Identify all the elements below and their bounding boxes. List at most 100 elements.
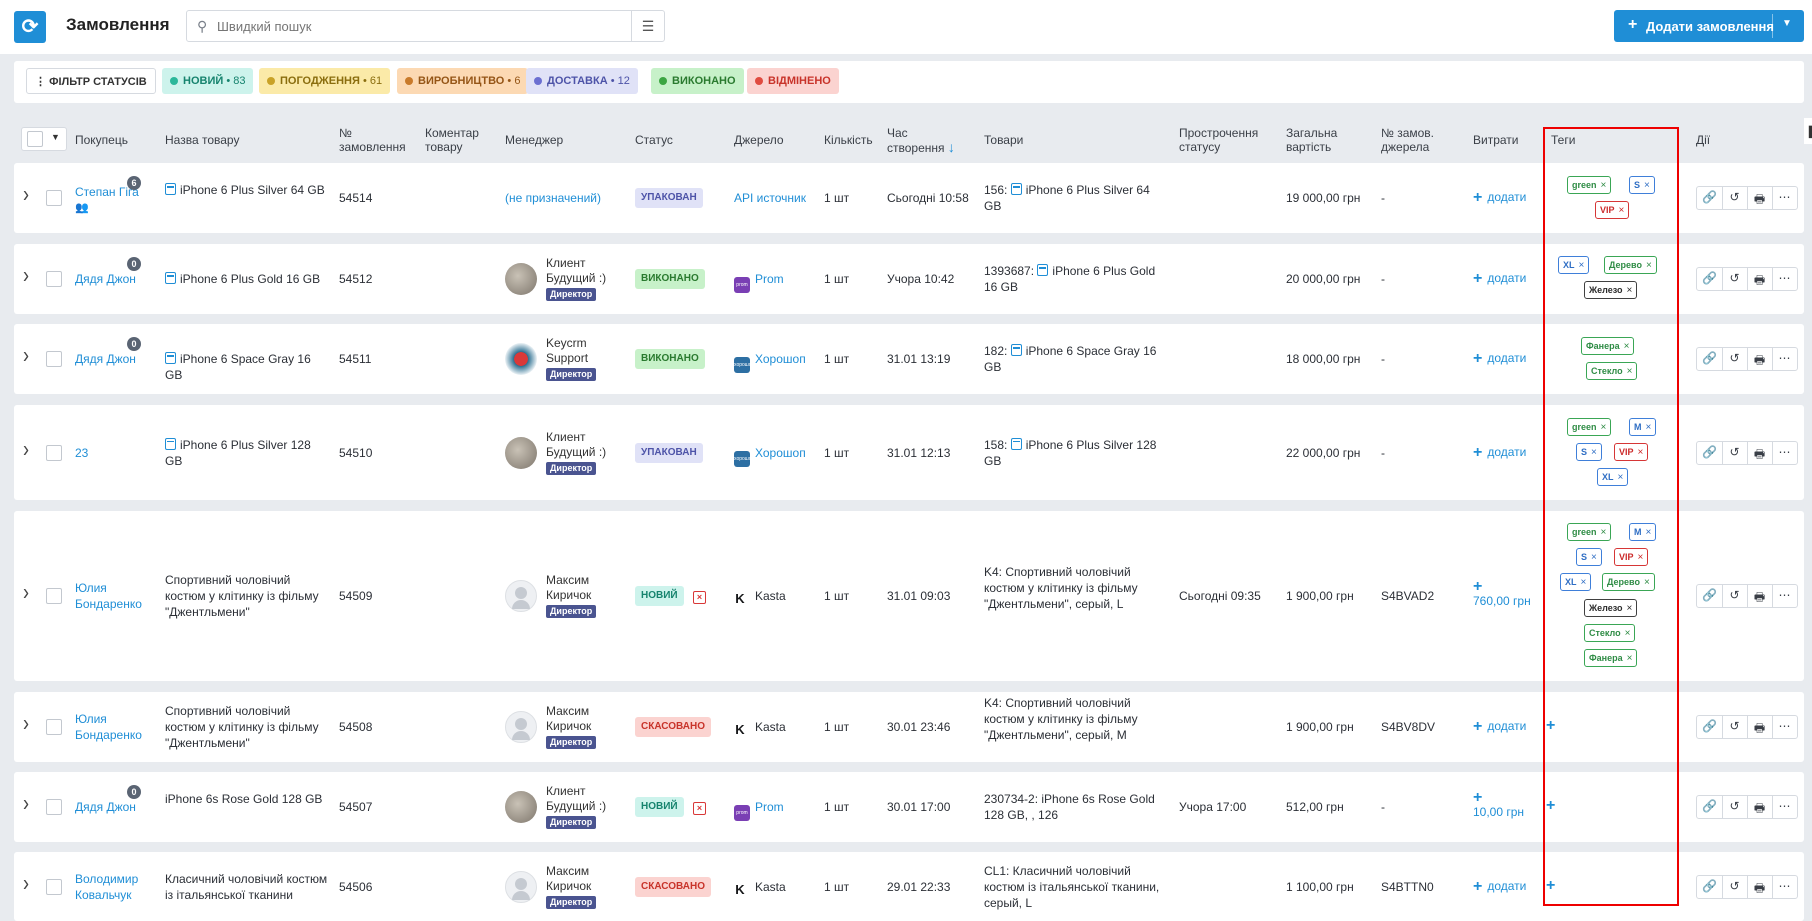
print-icon[interactable]: 🖶 <box>1753 590 1766 604</box>
close-icon[interactable]: × <box>1626 366 1633 377</box>
expenses-add[interactable]: +10,00 грн <box>1473 790 1524 820</box>
close-icon[interactable]: × <box>1643 577 1650 588</box>
history-icon[interactable]: ↺ <box>1729 351 1740 365</box>
source[interactable]: K Kasta <box>734 719 785 738</box>
status-badge[interactable]: УПАКОВАН <box>635 188 703 208</box>
print-icon[interactable]: 🖶 <box>1753 721 1766 735</box>
close-icon[interactable]: × <box>1600 180 1607 191</box>
close-icon[interactable]: × <box>1617 472 1624 483</box>
status-badge[interactable]: СКАСОВАНО <box>635 717 711 737</box>
tag[interactable]: Фанера × <box>1584 649 1638 667</box>
more-icon[interactable]: ⋯ <box>1778 588 1791 602</box>
status-chip-delivery[interactable]: ДОСТАВКА • 12 <box>526 68 638 94</box>
search-settings-icon[interactable]: ☰ <box>631 11 664 41</box>
tag[interactable]: VIP × <box>1595 201 1630 219</box>
col-total[interactable]: Загальна вартість <box>1286 126 1337 154</box>
history-icon[interactable]: ↺ <box>1729 271 1740 285</box>
col-source[interactable]: Джерело <box>734 133 784 147</box>
more-icon[interactable]: ⋯ <box>1778 351 1791 365</box>
select-all-checkbox[interactable] <box>27 131 43 147</box>
chevron-right-icon[interactable]: › <box>23 789 29 816</box>
link-icon[interactable]: 🔗 <box>1702 719 1717 733</box>
chevron-right-icon[interactable]: › <box>23 709 29 736</box>
link-icon[interactable]: 🔗 <box>1702 588 1717 602</box>
add-tag-plus-icon[interactable]: + <box>1546 876 1556 894</box>
col-source-number[interactable]: № замов. джерела <box>1381 126 1434 154</box>
status-chip-cancelled[interactable]: ВІДМІНЕНО <box>747 68 839 94</box>
expenses-add[interactable]: + додати <box>1473 350 1526 368</box>
close-icon[interactable]: × <box>1580 577 1587 588</box>
tag[interactable]: Стекло × <box>1586 362 1638 380</box>
row-checkbox[interactable] <box>46 799 62 815</box>
close-icon[interactable]: × <box>1623 341 1630 352</box>
close-icon[interactable]: × <box>1626 603 1633 614</box>
print-icon[interactable]: 🖶 <box>1753 192 1766 206</box>
close-icon[interactable]: × <box>1645 527 1652 538</box>
print-icon[interactable]: 🖶 <box>1753 880 1766 895</box>
print-icon[interactable]: 🖶 <box>1753 801 1766 815</box>
tag[interactable]: S × <box>1629 176 1655 194</box>
status-chip-done[interactable]: ВИКОНАНО <box>651 68 744 94</box>
add-tag-plus-icon[interactable]: + <box>1546 797 1556 814</box>
expenses-add[interactable]: + додати <box>1473 189 1526 207</box>
source[interactable]: prom Prom <box>734 799 784 821</box>
table-row[interactable]: › Степан Гіга 6 👥 iPhone 6 Plus Silver 64 GB… <box>14 163 1804 233</box>
col-buyer[interactable]: Покупець <box>75 133 128 147</box>
add-order-button[interactable]: + Додати замовлення ▼ <box>1614 10 1804 42</box>
buyer-link[interactable]: Степан Гіга <box>75 185 139 199</box>
close-icon[interactable]: × <box>1626 285 1633 296</box>
table-row[interactable]: › 23 iPhone 6 Plus Silver 128 GB 54510 Клиен… <box>14 405 1804 500</box>
link-icon[interactable]: 🔗 <box>1702 878 1717 893</box>
row-checkbox[interactable] <box>46 271 62 287</box>
tag[interactable]: Стекло × <box>1584 624 1636 642</box>
more-icon[interactable]: ⋯ <box>1778 719 1791 733</box>
table-row[interactable]: › Юлия Бондаренко Спортивний чоловічий кос… <box>14 511 1804 681</box>
source[interactable]: хорошопХорошоп <box>734 351 806 373</box>
table-row[interactable]: › Дядя Джон 0 iPhone 6 Space Gray 16 GB 5451… <box>14 324 1804 394</box>
status-chip-production[interactable]: ВИРОБНИЦТВО • 6 <box>397 68 529 94</box>
source[interactable]: K Kasta <box>734 879 785 898</box>
manager-unassigned[interactable]: (не призначений) <box>505 191 601 205</box>
refresh-button[interactable]: ⟳ <box>14 11 46 43</box>
history-icon[interactable]: ↺ <box>1729 878 1740 893</box>
col-product-name[interactable]: Назва товару <box>165 133 240 147</box>
close-icon[interactable]: × <box>1600 527 1607 538</box>
close-icon[interactable]: × <box>1578 260 1585 271</box>
table-row[interactable]: › Юлия Бондаренко Спортивний чоловічий кос… <box>14 692 1804 762</box>
print-icon[interactable]: 🖶 <box>1753 273 1766 287</box>
status-chip-new[interactable]: НОВИЙ • 83 <box>162 68 254 94</box>
col-quantity[interactable]: Кількість <box>824 133 873 147</box>
row-checkbox[interactable] <box>46 351 62 367</box>
buyer-link[interactable]: Юлия Бондаренко <box>75 581 142 611</box>
tag[interactable]: S × <box>1576 548 1602 566</box>
close-icon[interactable]: × <box>1644 180 1650 191</box>
tag[interactable]: Дерево × <box>1604 256 1657 274</box>
history-icon[interactable]: ↺ <box>1729 444 1740 459</box>
source[interactable]: хорошопХорошоп <box>734 445 806 467</box>
tag[interactable]: green × <box>1567 418 1612 436</box>
tag[interactable]: green × <box>1567 176 1612 194</box>
status-badge[interactable]: НОВИЙ <box>635 586 684 606</box>
row-checkbox[interactable] <box>46 190 62 206</box>
expenses-add[interactable]: + додати <box>1473 444 1526 462</box>
status-badge[interactable]: СКАСОВАНО <box>635 876 711 897</box>
col-goods[interactable]: Товари <box>984 133 1024 147</box>
add-tag-plus-icon[interactable]: + <box>1546 717 1556 734</box>
buyer-link[interactable]: Дядя Джон <box>75 800 136 814</box>
select-all-dropdown[interactable]: ▼ <box>21 127 67 151</box>
close-icon[interactable]: × <box>1600 422 1607 433</box>
tag[interactable]: Фанера × <box>1581 337 1635 355</box>
col-overdue[interactable]: Прострочення статусу <box>1179 126 1258 154</box>
tag[interactable]: XL × <box>1558 256 1590 274</box>
chevron-right-icon[interactable]: › <box>23 578 29 605</box>
status-badge[interactable]: ВИКОНАНО <box>635 269 705 289</box>
chevron-right-icon[interactable]: › <box>23 341 29 368</box>
chevron-down-icon[interactable]: ▼ <box>1782 18 1792 29</box>
expenses-add[interactable]: +760,00 грн <box>1473 579 1531 609</box>
link-icon[interactable]: 🔗 <box>1702 271 1717 285</box>
link-icon[interactable]: 🔗 <box>1702 190 1717 204</box>
col-expenses[interactable]: Витрати <box>1473 133 1519 147</box>
source[interactable]: prom Prom <box>734 271 784 293</box>
close-icon[interactable]: × <box>1591 552 1597 563</box>
sort-down-icon[interactable]: ↓ <box>947 139 955 155</box>
